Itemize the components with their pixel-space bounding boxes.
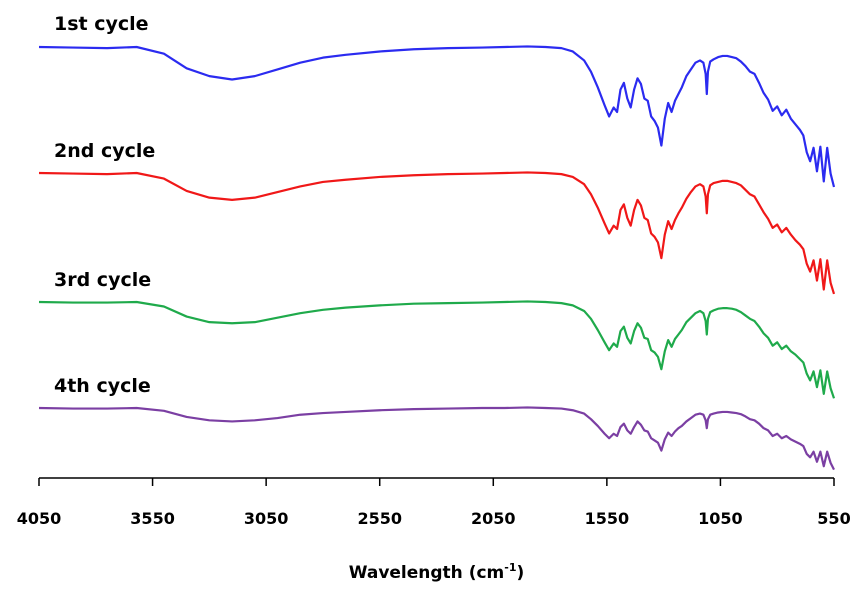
series-label-3: 3rd cycle bbox=[54, 269, 151, 291]
series-line-2 bbox=[38, 171, 836, 295]
x-axis-title-prefix: Wavelength (cm bbox=[349, 563, 505, 583]
x-tick-label-2550: 2550 bbox=[357, 509, 402, 528]
series-label-4: 4th cycle bbox=[54, 375, 151, 397]
x-axis-title-suffix: ) bbox=[517, 563, 525, 583]
x-tick-layer: 4050 3550 3050 2550 2050 1550 1050 550 bbox=[17, 478, 851, 528]
x-axis-title: Wavelength (cm-1) bbox=[349, 561, 525, 583]
series-line-4 bbox=[38, 406, 835, 471]
x-tick-label-1550: 1550 bbox=[585, 509, 630, 528]
x-axis-title-superscript: -1 bbox=[504, 561, 516, 574]
series-label-2: 2nd cycle bbox=[54, 140, 155, 162]
x-tick-label-4050: 4050 bbox=[17, 509, 62, 528]
series-label-layer: 1st cycle 2nd cycle 3rd cycle 4th cycle bbox=[54, 13, 155, 397]
x-tick-label-3550: 3550 bbox=[130, 509, 175, 528]
series-line-1 bbox=[38, 45, 836, 188]
series-line-3 bbox=[38, 300, 836, 399]
series-label-1: 1st cycle bbox=[54, 13, 149, 35]
x-tick-label-3050: 3050 bbox=[244, 509, 289, 528]
x-tick-label-2050: 2050 bbox=[471, 509, 516, 528]
x-tick-label-1050: 1050 bbox=[698, 509, 743, 528]
series-layer bbox=[38, 45, 836, 471]
x-tick-label-550: 550 bbox=[817, 509, 850, 528]
